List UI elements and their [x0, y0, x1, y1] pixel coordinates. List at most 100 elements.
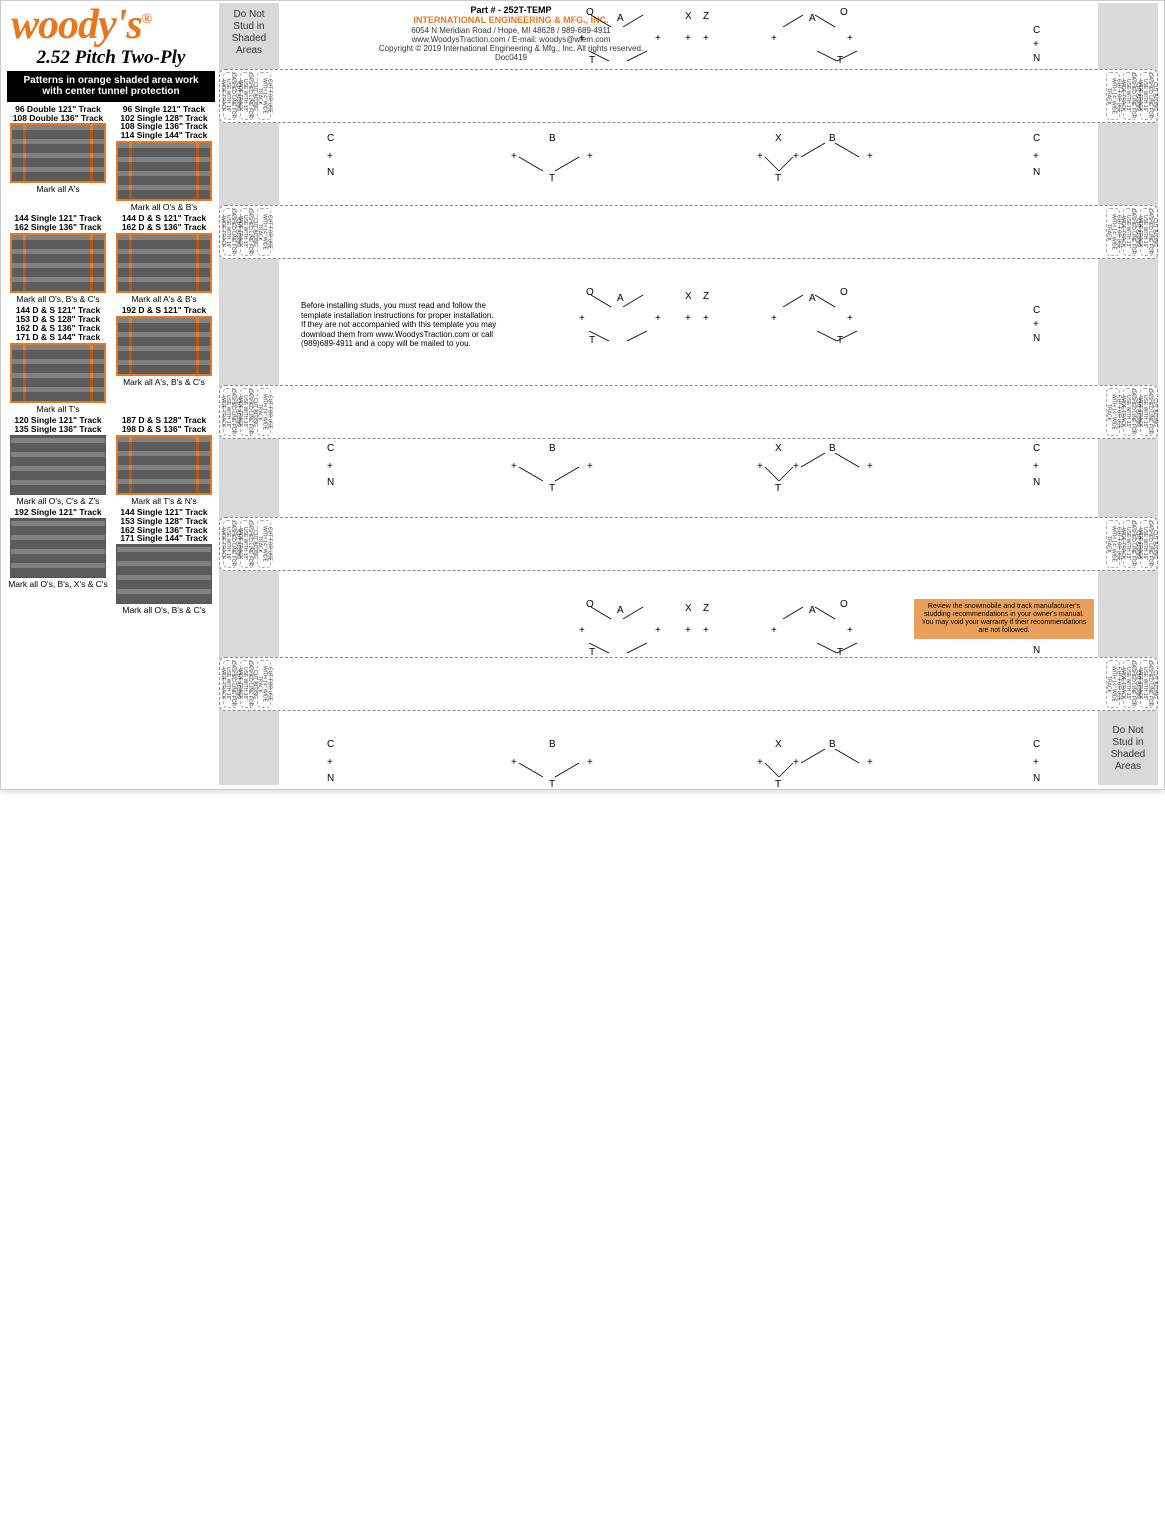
stud-mark-letter: C: [327, 739, 334, 750]
stud-mark-plus: +: [685, 33, 691, 44]
pattern-foot: Mark all A's, B's & C's: [123, 377, 205, 387]
stud-mark-letter: N: [327, 167, 334, 178]
track-row-box: CUT ALONG DASHED LINE FOR USE WITH 16" W…: [219, 205, 1158, 259]
pattern-cell: 120 Single 121" Track 135 Single 136" Tr…: [7, 416, 109, 506]
pattern-foot: Mark all T's & N's: [131, 496, 196, 506]
cut-tab: CUT ALONG DASHED LINE FOR USE WITH 15" W…: [240, 660, 254, 708]
install-instructions: Before installing studs, you must read a…: [301, 301, 561, 349]
stud-mark-letter: N: [327, 773, 334, 784]
track-thumb: [116, 435, 212, 495]
stud-mark-letter: T: [837, 55, 843, 66]
cut-tab: CUT FOR USE WITH 14" WIDE TRACK: [257, 72, 271, 120]
cut-tab: CUT FOR USE WITH 14" WIDE TRACK: [1106, 208, 1120, 256]
cut-tab: CUT ALONG DASHED LINE FOR USE WITH 15" W…: [240, 208, 254, 256]
stud-mark-letter: X: [775, 443, 782, 454]
stud-mark-letter: A: [809, 605, 816, 616]
cut-tab: CUT ALONG DASHED LINE FOR USE WITH 16" W…: [1140, 208, 1154, 256]
pattern-head: 120 Single 121" Track 135 Single 136" Tr…: [14, 416, 101, 434]
stud-mark-plus: +: [327, 151, 333, 162]
cut-tab: CUT ALONG DASHED LINE FOR USE WITH 16" W…: [1140, 660, 1154, 708]
stud-mark-letter: C: [327, 133, 334, 144]
stud-mark-plus: +: [655, 625, 661, 636]
cut-tab: CUT ALONG DASHED LINE FOR USE WITH 15" W…: [240, 520, 254, 568]
pattern-head: 192 Single 121" Track: [14, 508, 101, 517]
track-row-box: CUT ALONG DASHED LINE FOR USE WITH 16" W…: [219, 517, 1158, 571]
stud-mark-plus: +: [511, 757, 517, 768]
pattern-cell: 144 Single 121" Track 162 Single 136" Tr…: [7, 214, 109, 304]
pattern-foot: Mark all O's, B's, X's & C's: [8, 579, 108, 589]
stud-mark-letter: B: [549, 739, 556, 750]
stud-mark-plus: +: [771, 33, 777, 44]
left-column: woody's® 2.52 Pitch Two-Ply Patterns in …: [7, 3, 215, 785]
stud-mark-plus: +: [1033, 319, 1039, 330]
stud-mark-letter: T: [775, 779, 781, 790]
track-thumb: [10, 233, 106, 293]
pattern-foot: Mark all T's: [36, 404, 79, 414]
stud-mark-plus: +: [587, 461, 593, 472]
stud-mark-letter: B: [829, 443, 836, 454]
stud-mark-plus: +: [685, 313, 691, 324]
pattern-head: 187 D & S 128" Track 198 D & S 136" Trac…: [122, 416, 206, 434]
stud-mark-plus: +: [757, 461, 763, 472]
cut-tab: CUT ALONG DASHED LINE FOR USE WITH 16" W…: [223, 520, 237, 568]
stud-mark-plus: +: [757, 151, 763, 162]
stud-mark-letter: X: [685, 291, 692, 302]
brand-text: woody's: [11, 2, 142, 48]
brand-logo: woody's®: [7, 3, 215, 43]
stud-mark-letter: T: [549, 483, 555, 494]
stud-mark-plus: +: [771, 625, 777, 636]
stud-mark-letter: C: [1033, 443, 1040, 454]
cut-tab: CUT FOR USE WITH 14" WIDE TRACK: [257, 520, 271, 568]
stud-mark-plus: +: [757, 757, 763, 768]
stud-mark-plus: +: [511, 151, 517, 162]
stud-mark-letter: T: [589, 55, 595, 66]
track-row-box: CUT ALONG DASHED LINE FOR USE WITH 16" W…: [219, 69, 1158, 123]
stud-mark-letter: N: [1033, 53, 1040, 64]
pattern-head: 192 D & S 121" Track: [122, 306, 206, 315]
stud-mark-letter: B: [549, 133, 556, 144]
stud-mark-plus: +: [587, 757, 593, 768]
stud-mark-plus: +: [867, 151, 873, 162]
cut-tab: CUT ALONG DASHED LINE FOR USE WITH 16" W…: [223, 208, 237, 256]
stud-mark-plus: +: [327, 757, 333, 768]
track-thumb: [116, 233, 212, 293]
cut-tab: CUT ALONG DASHED LINE FOR USE WITH 15" W…: [240, 72, 254, 120]
stud-mark-letter: Z: [703, 11, 709, 22]
stud-mark-plus: +: [587, 151, 593, 162]
track-row-box: CUT ALONG DASHED LINE FOR USE WITH 16" W…: [219, 657, 1158, 711]
pattern-head: 96 Double 121" Track 108 Double 136" Tra…: [13, 105, 104, 123]
stud-mark-letter: X: [775, 133, 782, 144]
stud-mark-letter: T: [549, 173, 555, 184]
stud-mark-plus: +: [703, 33, 709, 44]
cut-tab: CUT ALONG DASHED LINE FOR USE WITH 15" W…: [1123, 660, 1137, 708]
stud-mark-letter: X: [775, 739, 782, 750]
stud-mark-letter: T: [549, 779, 555, 790]
stud-mark-letter: A: [617, 293, 624, 304]
cut-tab: CUT ALONG DASHED LINE FOR USE WITH 15" W…: [1123, 520, 1137, 568]
cut-tab: CUT ALONG DASHED LINE FOR USE WITH 15" W…: [1123, 388, 1137, 436]
cut-tab: CUT FOR USE WITH 14" WIDE TRACK: [1106, 660, 1120, 708]
pattern-foot: Mark all O's, C's & Z's: [17, 496, 100, 506]
stud-mark-plus: +: [793, 461, 799, 472]
stud-mark-plus: +: [867, 461, 873, 472]
stud-mark-letter: T: [589, 335, 595, 346]
pattern-foot: Mark all O's & B's: [131, 202, 198, 212]
stud-mark-plus: +: [655, 313, 661, 324]
stud-mark-letter: B: [549, 443, 556, 454]
stud-mark-plus: +: [1033, 151, 1039, 162]
cut-tab: CUT FOR USE WITH 14" WIDE TRACK: [1106, 388, 1120, 436]
track-thumb: [116, 141, 212, 201]
stud-mark-letter: T: [837, 647, 843, 658]
pattern-cell: 192 D & S 121" Track Mark all A's, B's & …: [113, 306, 215, 414]
stud-mark-plus: +: [847, 625, 853, 636]
track-row-box: CUT ALONG DASHED LINE FOR USE WITH 16" W…: [219, 385, 1158, 439]
stud-mark-plus: +: [1033, 461, 1039, 472]
pitch-title: 2.52 Pitch Two-Ply: [7, 47, 215, 69]
cut-tab: CUT ALONG DASHED LINE FOR USE WITH 15" W…: [1123, 72, 1137, 120]
track-thumb: [10, 343, 106, 403]
cut-tab: CUT FOR USE WITH 14" WIDE TRACK: [257, 388, 271, 436]
stud-mark-letter: Z: [703, 291, 709, 302]
stud-mark-letter: Z: [703, 603, 709, 614]
stud-mark-plus: +: [579, 313, 585, 324]
stud-mark-letter: C: [1033, 25, 1040, 36]
